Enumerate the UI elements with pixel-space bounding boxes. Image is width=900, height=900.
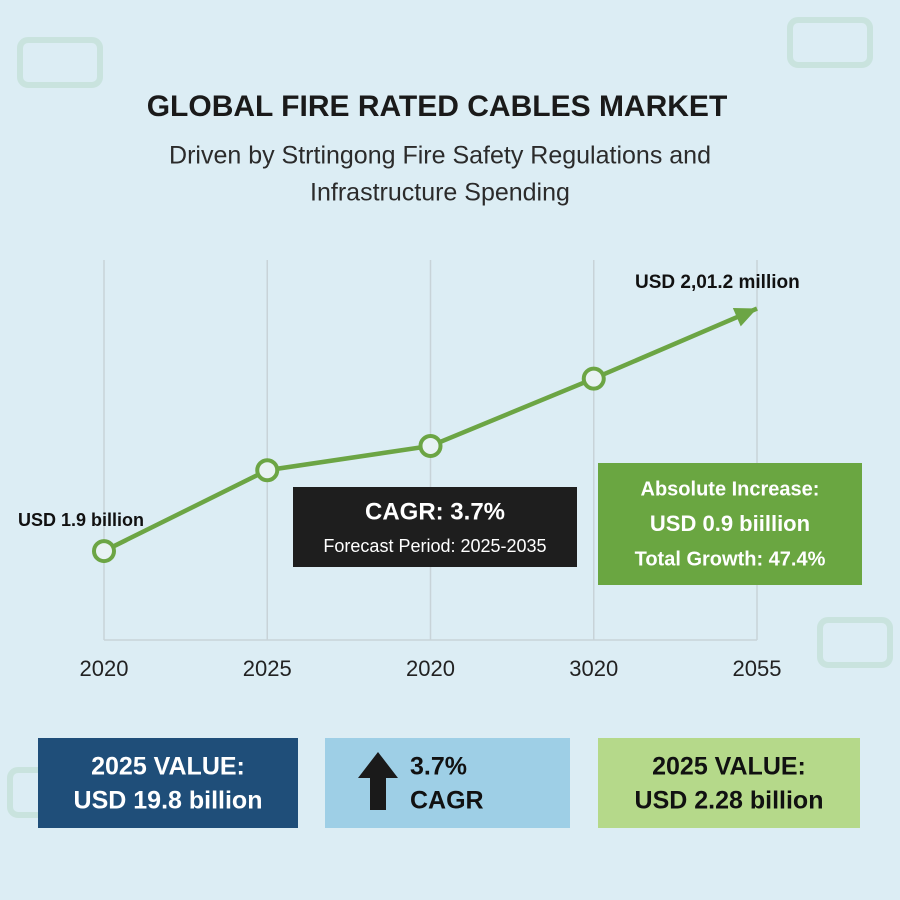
card	[598, 738, 860, 828]
chart-title: GLOBAL FIRE RATED CABLES MARKET	[147, 90, 728, 123]
point	[581, 366, 606, 391]
cagr-subtitle: Forecast Period: 2025-2035	[323, 536, 546, 556]
arrow-head	[732, 307, 757, 327]
card	[38, 738, 298, 828]
cagr-title: CAGR: 3.7%	[365, 498, 505, 525]
x-tick-label: 2055	[733, 656, 782, 681]
start-label: USD 1.9 billion	[18, 510, 144, 530]
point	[92, 539, 116, 564]
x-tick-label: 3020	[569, 656, 618, 681]
point	[418, 433, 443, 458]
card-text: USD 2.28 billion	[635, 787, 824, 815]
card-text: 3.7%	[410, 753, 467, 781]
x-tick-label: 2020	[406, 656, 455, 681]
up-arrow-icon	[358, 752, 398, 810]
increase-text: USD 0.9 biillion	[650, 511, 810, 536]
increase-text: Absolute Increase:	[641, 478, 820, 500]
card-text: USD 19.8 billion	[74, 787, 263, 815]
cards: 2025 VALUE: USD 19.8 billion 3.7% CAGR 2025 …	[38, 738, 860, 828]
chart-subtitle: Driven by Strtingong Fire Safety Regulat…	[169, 142, 711, 170]
cagr-box	[293, 487, 577, 567]
card	[325, 738, 570, 828]
card-text: CAGR	[410, 787, 484, 815]
increase-box	[598, 463, 862, 585]
point	[255, 458, 280, 483]
x-tick-label: 2020	[80, 656, 129, 681]
end-label: USD 2,01.2 million	[635, 272, 800, 293]
background-icons	[7, 17, 893, 818]
card-text: 2025 VALUE:	[652, 753, 806, 781]
x-tick-label: 2025	[243, 656, 292, 681]
increase-text: Total Growth: 47.4%	[635, 548, 826, 570]
plot: 2020 2025 2020 3020 2055 USD 1.9 billion USD 2…	[18, 260, 862, 681]
card-text: 2025 VALUE:	[91, 753, 245, 781]
chart-subtitle: Infrastructure Spending	[310, 179, 570, 207]
